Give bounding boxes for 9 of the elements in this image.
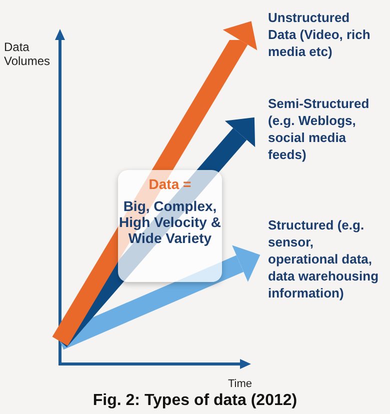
text-box: Data = Big, Complex, High Velocity & Wide Variety <box>118 170 222 282</box>
legend-label: Semi-Structured (e.g. Weblogs, social media feeds) <box>268 96 370 162</box>
annotation: Big, Complex, High Velocity & Wide Variety <box>118 198 222 246</box>
x-axis-title: Time <box>228 378 252 390</box>
legend-label: Unstructured Data (Video, rich media etc) <box>268 10 370 60</box>
caption: Fig. 2: Types of data (2012) <box>92 392 298 410</box>
annotation: Data = <box>148 176 192 192</box>
series-label: Structured (e.g. sensor, operational data, data warehousing information) <box>268 218 379 301</box>
y-axis-title: Data Volumes <box>4 40 50 68</box>
